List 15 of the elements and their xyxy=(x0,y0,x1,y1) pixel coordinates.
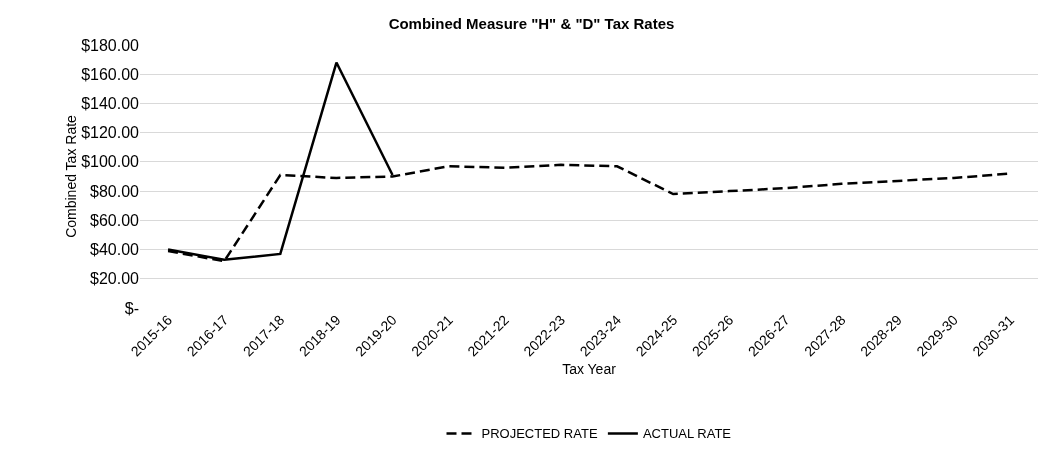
y-tick-label: $60.00 xyxy=(90,211,140,229)
chart-title: Combined Measure "H" & "D" Tax Rates xyxy=(388,14,675,32)
y-tick-label: $- xyxy=(124,299,139,317)
y-tick-label: $80.00 xyxy=(90,182,140,200)
legend-label: PROJECTED RATE xyxy=(481,426,598,442)
y-axis-title: Combined Tax Rate xyxy=(63,114,80,238)
y-tick-label: $20.00 xyxy=(90,270,140,288)
legend-label: ACTUAL RATE xyxy=(642,426,732,442)
x-axis-title: Tax Year xyxy=(562,361,617,378)
y-tick-label: $180.00 xyxy=(81,36,140,54)
y-tick-label: $140.00 xyxy=(81,95,140,113)
y-tick-label: $100.00 xyxy=(81,153,140,171)
y-tick-label: $40.00 xyxy=(90,241,140,259)
y-tick-label: $160.00 xyxy=(81,65,140,83)
y-tick-label: $120.00 xyxy=(81,124,140,142)
